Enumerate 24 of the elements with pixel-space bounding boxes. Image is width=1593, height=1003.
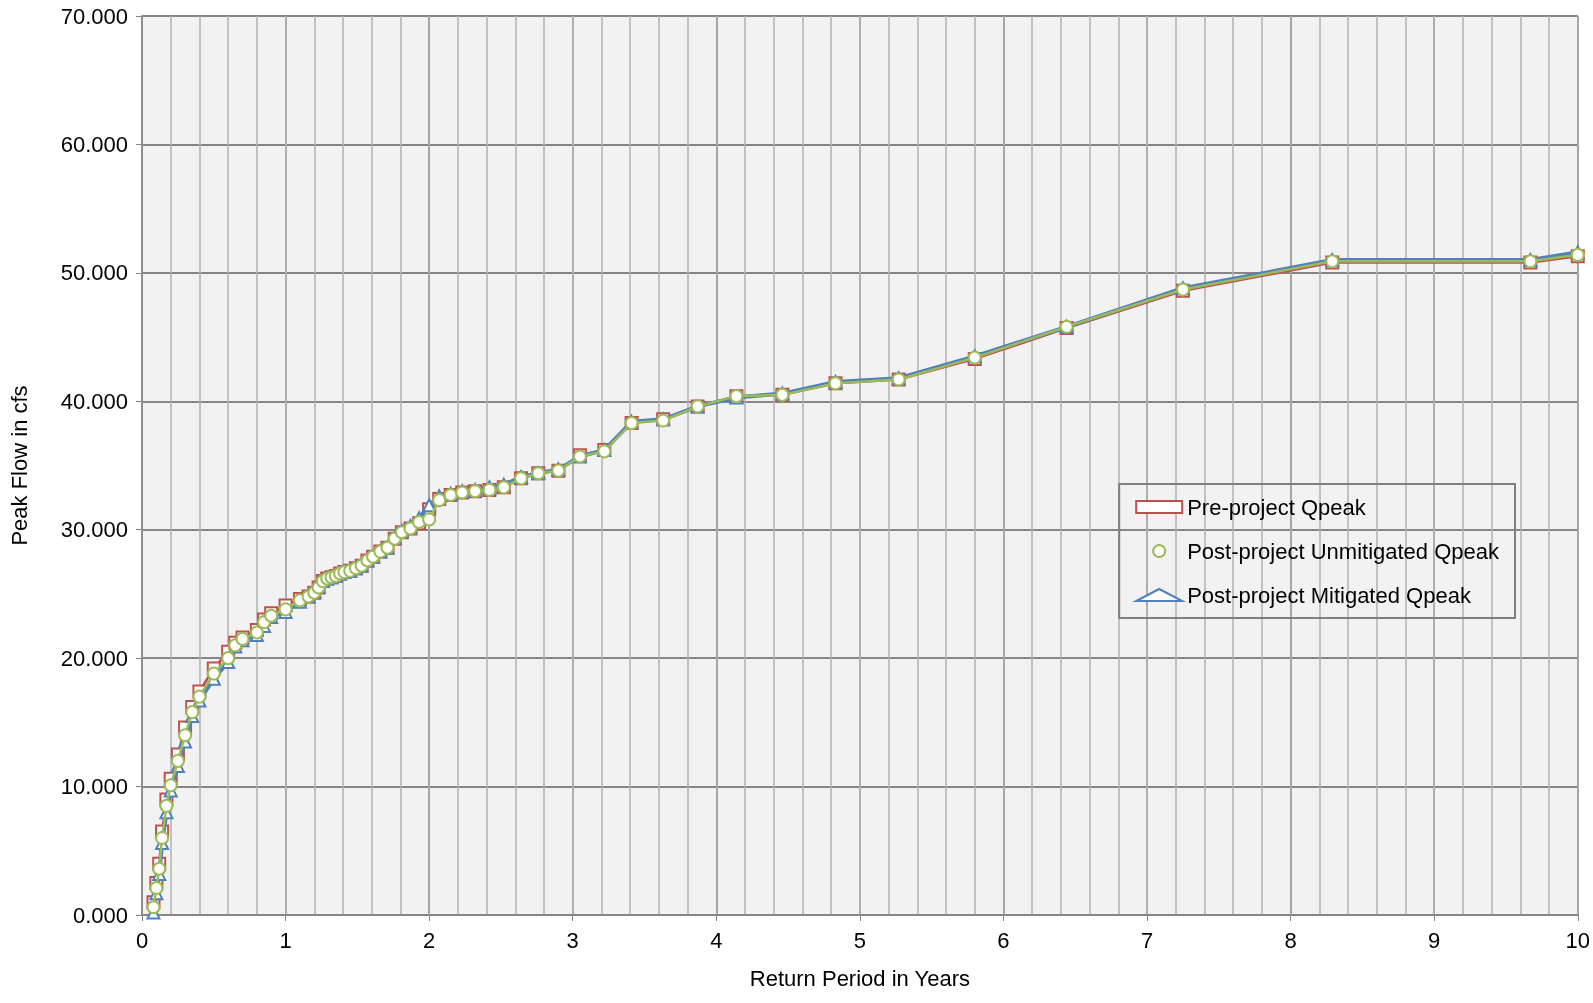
legend-label: Post-project Unmitigated Qpeak [1187, 538, 1500, 564]
x-tick-label: 0 [135, 927, 149, 953]
x-tick-label: 1 [279, 927, 292, 953]
x-tick-label: 6 [997, 927, 1010, 953]
x-tick-label: 2 [423, 927, 436, 953]
x-tick-label: 9 [1428, 927, 1441, 953]
y-axis-title: Peak Flow in cfs [6, 385, 32, 546]
y-tick-label: 40.000 [60, 388, 128, 414]
legend-label: Pre-project Qpeak [1187, 494, 1367, 520]
y-tick-label: 60.000 [60, 131, 128, 157]
x-axis-title: Return Period in Years [749, 965, 970, 991]
x-tick-label: 7 [1140, 927, 1154, 953]
legend-label: Post-project Mitigated Qpeak [1187, 582, 1472, 608]
y-tick-label: 50.000 [60, 260, 128, 286]
x-tick-label: 8 [1284, 927, 1297, 953]
x-tick-label: 10 [1565, 927, 1591, 953]
y-tick-label: 10.000 [60, 774, 128, 800]
x-tick-label: 5 [853, 927, 867, 953]
y-tick-label: 70.000 [60, 3, 128, 29]
y-tick-label: 30.000 [60, 517, 128, 543]
x-tick-label: 3 [566, 927, 579, 953]
y-tick-label: 0.000 [72, 902, 128, 928]
y-tick-label: 20.000 [60, 645, 128, 671]
x-tick-label: 4 [710, 927, 723, 953]
